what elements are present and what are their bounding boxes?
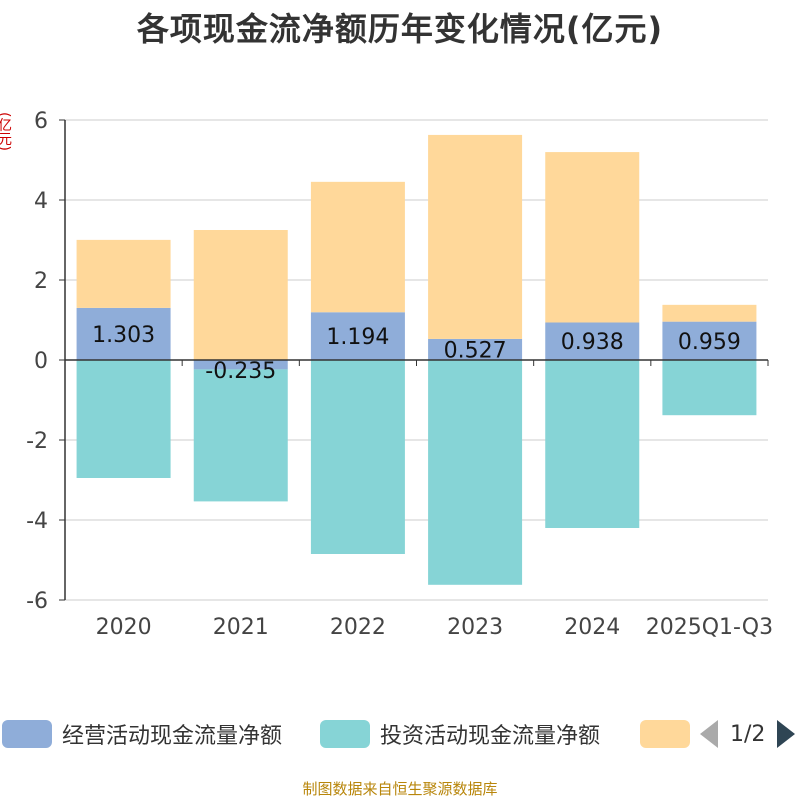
bar-investing-2021 [193,369,288,502]
bar-operating-2020 [76,307,171,360]
bar-operating-2025Q1-Q3 [662,321,757,360]
bar-operating-2023 [428,338,523,360]
bar-financing-2024 [545,152,640,323]
data-label-operating: 1.303 [92,323,155,348]
x-tick-label: 2021 [213,615,269,640]
bar-investing-2020 [76,360,171,478]
y-tick-label: 6 [34,109,48,134]
legend-pager: 1/2 [700,716,796,752]
bar-investing-2024 [545,360,640,528]
bar-financing-2020 [76,239,171,308]
bar-operating-2024 [545,322,640,360]
bar-investing-2023 [428,360,523,585]
y-tick-label: 0 [34,349,48,374]
legend-swatch-financing [640,720,690,748]
x-tick-label: 2024 [564,615,620,640]
data-label-operating: 0.527 [444,338,507,363]
legend-item-operating[interactable]: 经营活动现金流量净额 [2,716,282,752]
legend: 经营活动现金流量净额 投资活动现金流量净额 1/2 [0,716,800,752]
bar-financing-2025Q1-Q3 [662,304,757,322]
legend-label-operating: 经营活动现金流量净额 [62,724,283,749]
data-label-operating: -0.235 [205,359,276,384]
chart-title: 各项现金流净额历年变化情况(亿元) [136,10,664,48]
legend-next-page-icon[interactable] [777,720,796,748]
legend-prev-page-icon[interactable] [700,720,718,748]
bar-financing-2022 [310,181,405,313]
x-tick-label: 2023 [447,615,503,640]
data-label-operating: 0.959 [678,330,741,355]
bar-operating-2022 [310,312,405,360]
y-tick-label: 4 [34,189,48,214]
data-label-operating: 1.194 [326,325,389,350]
y-tick-label: 2 [34,269,48,294]
bar-investing-2022 [310,360,405,554]
x-tick-label: 2022 [330,615,386,640]
y-tick-label: -6 [26,589,48,614]
legend-swatch-investing [320,720,370,748]
data-label-operating: 0.938 [561,330,624,355]
y-axis-unit-label: (亿元) [0,112,12,151]
legend-swatch-operating [2,720,52,748]
bar-financing-2023 [428,134,523,339]
x-tick-label: 2020 [96,615,152,640]
legend-label-investing: 投资活动现金流量净额 [380,724,601,749]
legend-item-investing[interactable]: 投资活动现金流量净额 [320,716,600,752]
x-tick-label: 2025Q1-Q3 [646,615,773,640]
legend-item-financing[interactable] [640,716,700,752]
bar-operating-2021 [193,360,288,370]
y-tick-label: -4 [26,509,48,534]
bar-financing-2021 [193,230,288,360]
data-source-footer: 制图数据来自恒生聚源数据库 [302,780,498,798]
y-tick-label: -2 [26,429,48,454]
bar-investing-2025Q1-Q3 [662,360,757,416]
legend-page-indicator: 1/2 [730,721,766,747]
